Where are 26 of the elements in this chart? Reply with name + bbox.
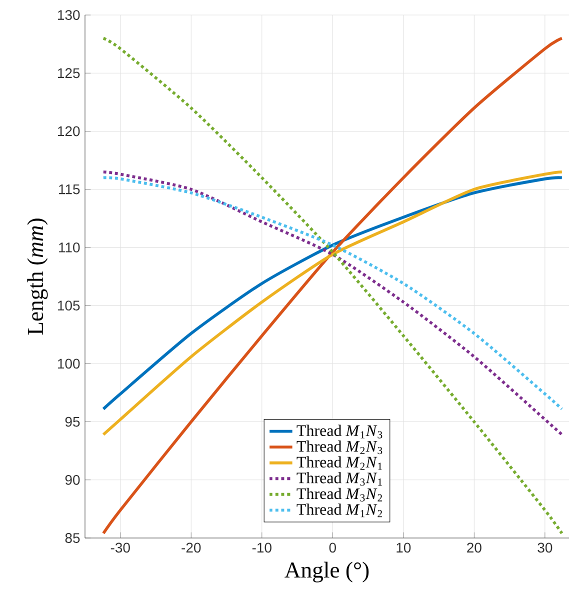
y-tick-label: 110 <box>59 242 80 252</box>
x-tick-label: -20 <box>182 542 201 553</box>
legend-label: Thread M$_{1}$N$_{2}$ <box>296 504 382 518</box>
legend-label: Thread M$_{3}$N$_{1}$ <box>296 472 382 486</box>
y-tick-label: 125 <box>58 68 80 78</box>
legend-label: Thread M$_{2}$N$_{3}$ <box>296 440 382 454</box>
x-tick-label: -10 <box>252 542 272 553</box>
y-axis-title: Length (mm) <box>27 218 48 335</box>
y-tick-label: 105 <box>58 300 80 311</box>
x-tick-label: 10 <box>396 542 411 553</box>
x-tick-label: 20 <box>467 542 482 553</box>
x-tick-label: -30 <box>110 542 130 553</box>
line-series <box>102 36 564 535</box>
x-axis-title: Angle (°) <box>284 562 369 582</box>
legend-label: Thread M$_{1}$N$_{3}$ <box>296 424 382 438</box>
y-tick-label: 85 <box>65 533 80 543</box>
x-tick-label: 0 <box>329 542 336 553</box>
y-tick-label: 90 <box>65 474 80 485</box>
y-tick-label: 120 <box>58 126 80 136</box>
y-tick-label: 100 <box>58 358 80 369</box>
x-tick-label: 30 <box>538 542 552 553</box>
y-tick-label: 130 <box>58 10 80 20</box>
legend-label: Thread M$_{2}$N$_{1}$ <box>296 456 382 470</box>
y-tick-label: 95 <box>65 416 80 427</box>
y-tick-label: 115 <box>59 184 80 194</box>
legend-label: Thread M$_{3}$N$_{2}$ <box>296 488 382 502</box>
